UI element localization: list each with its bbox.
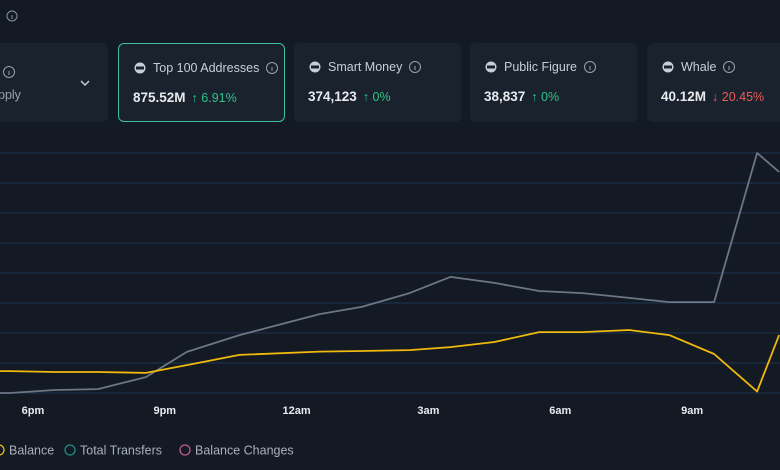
legend-marker [179,444,191,456]
card-value: 374,123 ↑ 0% [308,89,391,104]
card-value: 875.52M ↑ 6.91% [133,90,237,105]
x-tick-label: 6pm [22,405,45,417]
card-icon [484,60,498,79]
card-change: ↑ 0% [531,90,560,104]
card-icon [308,60,322,79]
card-change: ↓ 20.45% [712,90,765,104]
legend-label[interactable]: Total Transfers [80,443,162,457]
x-tick-label: 6am [549,405,571,417]
card[interactable]: Top 100 Addresses 875.52M ↑ 6.91% [118,43,285,122]
card-title: Public Figure [504,60,577,74]
x-tick-label: 3am [417,405,439,417]
info-icon [3,66,15,78]
legend-label[interactable]: Balance [9,443,54,457]
card-title: Top 100 Addresses [153,61,260,75]
card-icon [133,61,147,80]
legend-marker [0,444,5,456]
info-icon [408,60,422,79]
card-value: 38,837 ↑ 0% [484,89,559,104]
x-tick-label: 12am [283,405,311,417]
legend-label[interactable]: Balance Changes [195,443,294,457]
card[interactable]: Smart Money 374,123 ↑ 0% [294,43,461,122]
card-icon [661,60,675,79]
card[interactable]: Public Figure 38,837 ↑ 0% [470,43,637,122]
info-icon[interactable] [6,10,18,22]
card[interactable]: pply [0,43,108,122]
series-line [0,329,780,393]
legend-marker [64,444,76,456]
card-value-text: 40.12M [661,89,707,104]
info-icon [722,60,736,79]
card-title: Smart Money [328,60,403,74]
card-change: ↑ 6.91% [191,91,237,105]
chevron[interactable] [79,78,91,88]
info-icon [583,60,597,79]
x-tick-label: 9am [681,405,703,417]
card-value-text: 374,123 [308,89,357,104]
series-line [0,152,780,394]
card-value-text: 875.52M [133,90,186,105]
card-value: 40.12M ↓ 20.45% [661,89,764,104]
card-change: ↑ 0% [362,90,391,104]
card-value-text: 38,837 [484,89,526,104]
card[interactable]: Whale 40.12M ↓ 20.45% [647,43,780,122]
card-title: Whale [681,60,717,74]
card-title: pply [0,88,21,102]
x-tick-label: 9pm [153,405,176,417]
info-icon [265,61,279,80]
